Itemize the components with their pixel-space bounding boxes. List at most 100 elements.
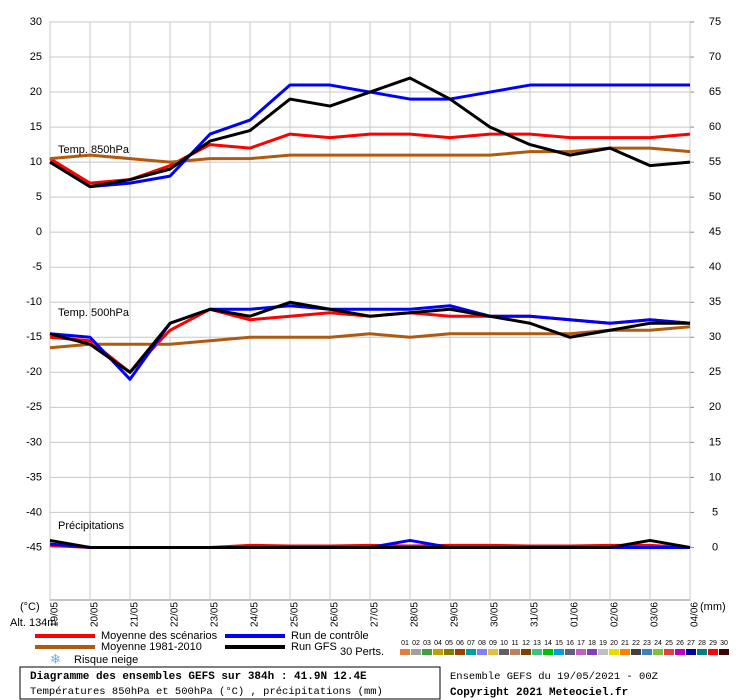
y-tick-label: -15 — [26, 331, 42, 343]
y2-tick-label: 75 — [709, 16, 721, 28]
perturbation-label: 21 — [621, 640, 629, 647]
perturbation-swatch — [686, 649, 696, 655]
perturbation-swatch — [422, 649, 432, 655]
perturbation-label: 12 — [522, 640, 530, 647]
perturbation-swatch — [642, 649, 652, 655]
y-tick-label: 15 — [30, 121, 42, 133]
y2-tick-label: 65 — [709, 86, 721, 98]
perturbation-label: 03 — [423, 640, 431, 647]
perturbation-label: 18 — [588, 640, 596, 647]
annotation: Temp. 500hPa — [58, 307, 130, 319]
perturbation-swatch — [433, 649, 443, 655]
perturbation-label: 19 — [599, 640, 607, 647]
y2-tick-label: 10 — [709, 471, 721, 483]
perturbation-swatch — [477, 649, 487, 655]
perturbation-label: 24 — [654, 640, 662, 647]
perturbation-swatch — [510, 649, 520, 655]
perturbation-label: 25 — [665, 640, 673, 647]
perturbation-label: 06 — [456, 640, 464, 647]
perturbation-swatch — [719, 649, 729, 655]
legend-label: Moyenne 1981-2010 — [101, 641, 202, 653]
snow-icon: ❄ — [50, 651, 61, 666]
copyright: Copyright 2021 Meteociel.fr — [450, 687, 628, 699]
y-tick-label: -35 — [26, 471, 42, 483]
perturbation-swatch — [653, 649, 663, 655]
x-tick-label: 29/05 — [450, 602, 461, 627]
perturbation-label: 02 — [412, 640, 420, 647]
y2-tick-label: 30 — [709, 331, 721, 343]
perturbation-label: 27 — [687, 640, 695, 647]
perturbation-label: 13 — [533, 640, 541, 647]
perturbation-swatch — [554, 649, 564, 655]
perturbation-label: 14 — [544, 640, 552, 647]
x-tick-label: 26/05 — [330, 602, 341, 627]
altitude: Alt. 134m — [10, 617, 56, 629]
snow-label: Risque neige — [74, 654, 138, 666]
y-tick-label: -10 — [26, 296, 42, 308]
y2-tick-label: 60 — [709, 121, 721, 133]
x-tick-label: 19/05 — [50, 602, 61, 627]
x-tick-label: 25/05 — [290, 602, 301, 627]
perturbation-label: 26 — [676, 640, 684, 647]
series-line — [49, 132, 691, 185]
y-tick-label: -20 — [26, 366, 42, 378]
x-tick-label: 27/05 — [370, 602, 381, 627]
perturbation-label: 04 — [434, 640, 442, 647]
perturbation-label: 15 — [555, 640, 563, 647]
y-tick-label: 20 — [30, 86, 42, 98]
y2-tick-label: 40 — [709, 261, 721, 273]
info-box — [19, 666, 441, 700]
x-tick-label: 01/06 — [570, 602, 581, 627]
perturbation-swatch — [455, 649, 465, 655]
x-tick-label: 22/05 — [170, 602, 181, 627]
y-tick-label: 0 — [36, 226, 42, 238]
perturbation-swatch — [620, 649, 630, 655]
series-line — [49, 146, 691, 164]
x-tick-label: 31/05 — [530, 602, 541, 627]
y-tick-label: 5 — [36, 191, 42, 203]
perturbation-label: 17 — [577, 640, 585, 647]
perturbation-swatch — [631, 649, 641, 655]
y2-tick-label: 20 — [709, 401, 721, 413]
legend-label: Run de contrôle — [291, 630, 369, 642]
y2-tick-label: 25 — [709, 366, 721, 378]
perturbation-swatch — [664, 649, 674, 655]
x-tick-label: 30/05 — [490, 602, 501, 627]
perturbation-swatch — [697, 649, 707, 655]
perturbation-swatch — [576, 649, 586, 655]
perturbation-label: 23 — [643, 640, 651, 647]
y2-tick-label: 50 — [709, 191, 721, 203]
x-tick-label: 03/06 — [650, 602, 661, 627]
perturbation-swatch — [488, 649, 498, 655]
perturbation-label: 07 — [467, 640, 475, 647]
perturbation-swatch — [543, 649, 553, 655]
y-tick-label: -45 — [26, 541, 42, 553]
x-tick-label: 02/06 — [610, 602, 621, 627]
x-tick-label: 20/05 — [90, 602, 101, 627]
y-axis-label: (°C) — [20, 601, 40, 613]
perturbation-swatch — [521, 649, 531, 655]
perturbation-label: 10 — [500, 640, 508, 647]
y2-tick-label: 70 — [709, 51, 721, 63]
y2-axis-label: (mm) — [700, 601, 726, 613]
annotation: Temp. 850hPa — [58, 144, 130, 156]
perturbation-label: 08 — [478, 640, 486, 647]
x-tick-label: 04/06 — [690, 602, 701, 627]
run-info: Ensemble GEFS du 19/05/2021 - 00Z — [450, 671, 658, 683]
y-tick-label: 10 — [30, 156, 42, 168]
y-tick-label: -30 — [26, 436, 42, 448]
x-tick-label: 28/05 — [410, 602, 421, 627]
perturbation-label: 28 — [698, 640, 706, 647]
perturbation-swatch — [400, 649, 410, 655]
perturbation-label: 29 — [709, 640, 717, 647]
y-tick-label: 25 — [30, 51, 42, 63]
perturbation-swatch — [565, 649, 575, 655]
perturbation-swatch — [675, 649, 685, 655]
legend-label: Run GFS — [291, 641, 337, 653]
x-tick-label: 23/05 — [210, 602, 221, 627]
y-tick-label: 30 — [30, 16, 42, 28]
perturbation-swatch — [598, 649, 608, 655]
y2-tick-label: 45 — [709, 226, 721, 238]
y2-tick-label: 0 — [712, 541, 718, 553]
perturbation-label: 05 — [445, 640, 453, 647]
